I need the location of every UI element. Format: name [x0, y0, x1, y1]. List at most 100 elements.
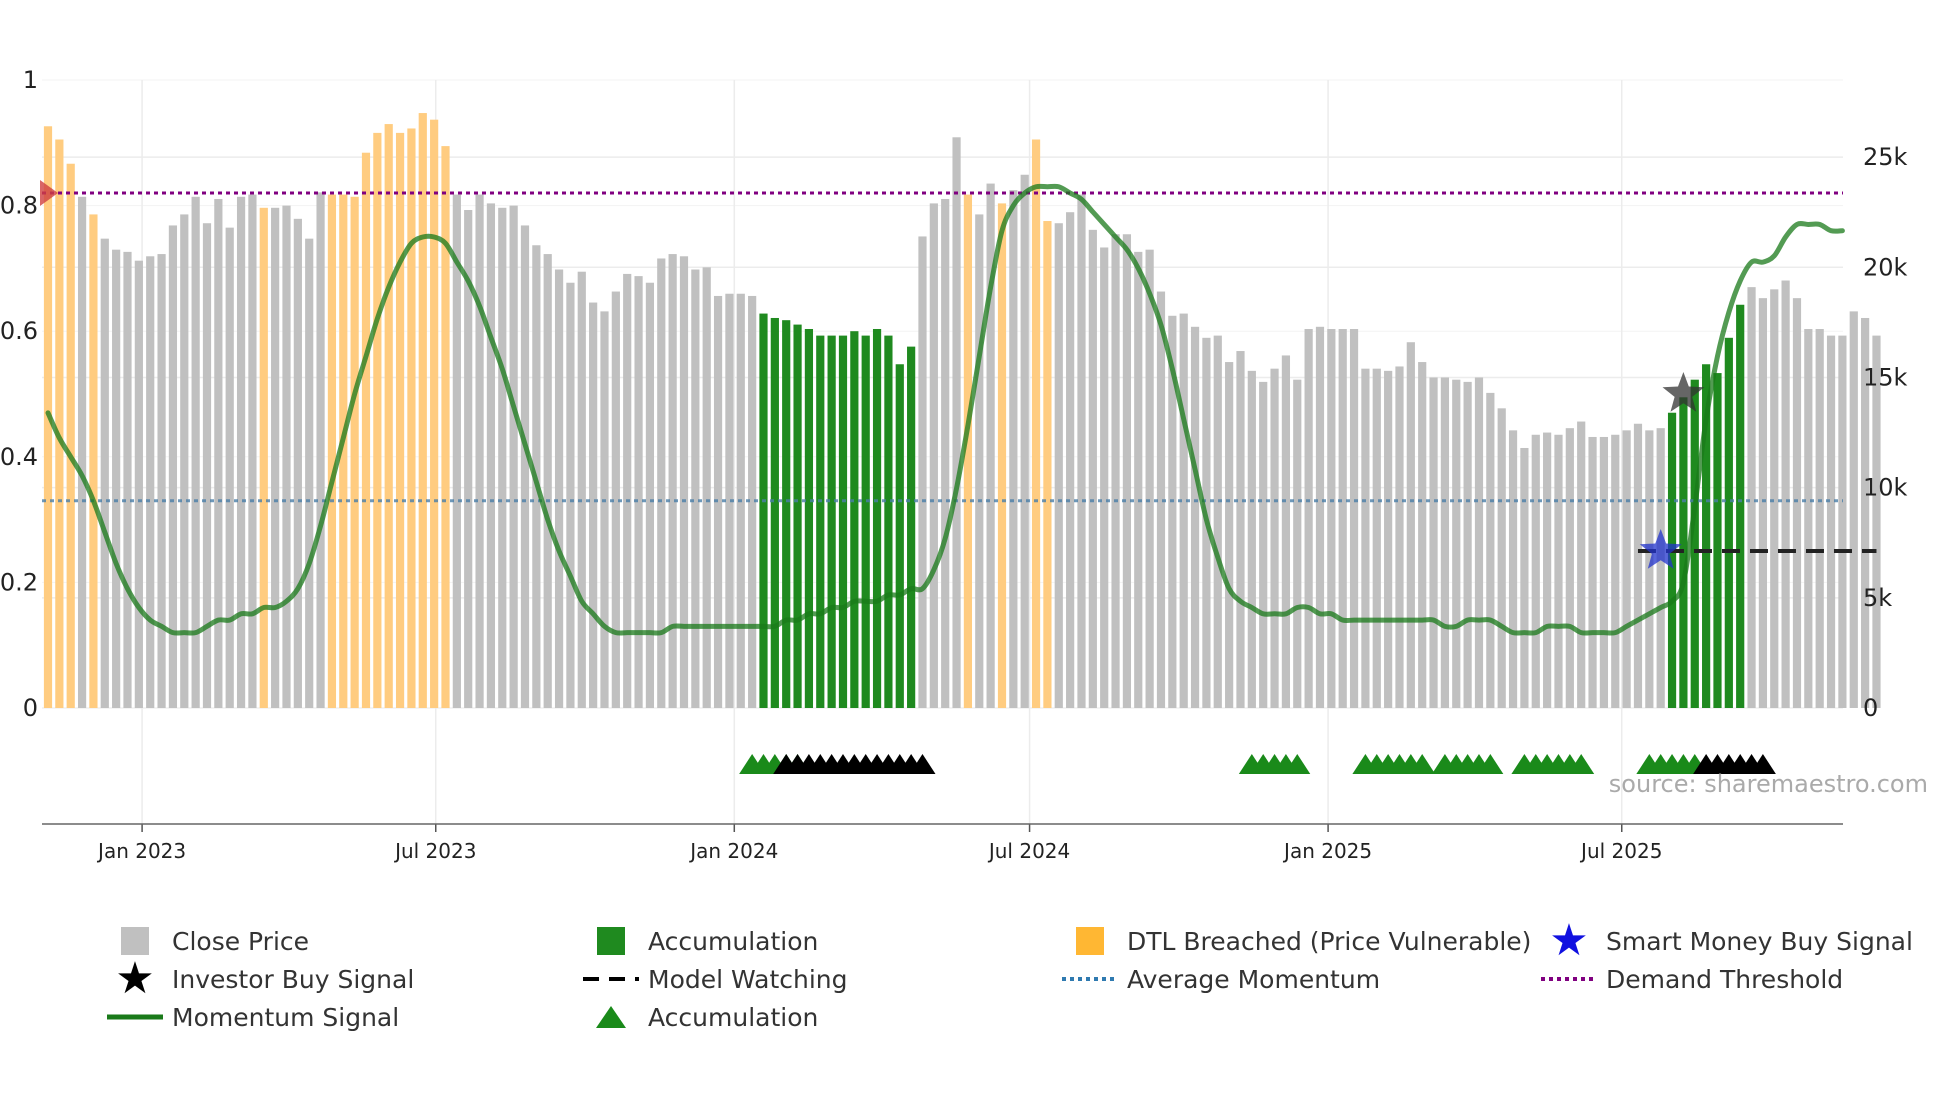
price-bar: [271, 207, 280, 708]
y-left-tick-label: 0.6: [0, 317, 38, 345]
price-bar: [884, 335, 893, 708]
price-bar: [1667, 412, 1677, 708]
price-bar: [1645, 430, 1654, 708]
accumulation-triangle: [1284, 754, 1311, 774]
price-bar: [918, 236, 927, 708]
price-bar: [475, 194, 484, 708]
price-bar: [1372, 368, 1381, 708]
price-bar: [1156, 291, 1166, 708]
price-bar: [827, 335, 836, 708]
price-bar: [543, 254, 552, 708]
y-left-tick-label: 0.4: [0, 443, 38, 471]
price-bar: [236, 196, 246, 709]
price-bar: [1009, 190, 1018, 709]
price-bar: [1440, 377, 1450, 708]
price-bar: [1611, 434, 1620, 708]
price-bar: [55, 139, 64, 708]
price-bar: [316, 192, 325, 708]
price-bar: [1872, 335, 1881, 708]
price-bar: [952, 137, 961, 708]
price-bar: [986, 183, 995, 708]
price-bar: [623, 273, 632, 708]
price-bar: [509, 205, 518, 708]
price-bar: [713, 295, 723, 708]
price-bar: [997, 203, 1007, 708]
price-bar: [327, 194, 337, 708]
price-bar: [1406, 342, 1415, 708]
reference-lines: [40, 180, 1877, 636]
price-bar: [1633, 423, 1643, 708]
price-bar: [929, 203, 938, 708]
price-bar: [645, 282, 655, 708]
price-bar: [804, 328, 814, 708]
price-bar: [725, 293, 734, 708]
price-bar: [1838, 335, 1847, 708]
x-tick-label: Jan 2025: [1282, 839, 1372, 863]
price-bar: [1656, 428, 1665, 708]
price-bar: [259, 207, 268, 708]
source-label: source: sharemaestro.com: [1609, 770, 1928, 798]
x-tick-label: Jan 2023: [96, 839, 186, 863]
price-bar: [1418, 362, 1427, 708]
price-bar: [702, 267, 711, 708]
price-bar: [248, 194, 257, 708]
y-right-tick-label: 25k: [1863, 143, 1908, 171]
price-bar: [305, 238, 314, 708]
price-bar: [963, 194, 973, 708]
price-bar: [168, 225, 178, 708]
price-bar: [157, 254, 166, 708]
price-bar: [657, 258, 666, 708]
price-bar: [1054, 223, 1063, 708]
price-bar: [1031, 139, 1041, 708]
accumulation-triangle: [1409, 754, 1436, 774]
price-bar: [1463, 381, 1472, 708]
price-bar: [1179, 313, 1188, 708]
y-right-tick-label: 5k: [1863, 584, 1892, 612]
price-bar: [770, 317, 779, 708]
price-bar: [1497, 408, 1506, 708]
momentum-signal-line: [45, 183, 1845, 636]
price-bar: [1474, 377, 1484, 708]
price-bar: [759, 313, 768, 708]
price-bar: [1020, 174, 1029, 709]
price-bar: [1486, 392, 1495, 708]
price-bar: [441, 146, 450, 708]
price-bar: [691, 269, 700, 708]
x-tick-label: Jul 2023: [393, 839, 476, 863]
investor-triangle: [909, 754, 936, 774]
price-bar: [1088, 229, 1097, 708]
price-bar: [1111, 234, 1120, 709]
price-bar: [146, 256, 155, 708]
price-bar: [180, 214, 189, 708]
y-left-tick-label: 0.2: [0, 568, 38, 596]
price-bar: [350, 196, 359, 709]
price-bar: [1327, 328, 1336, 708]
price-bar: [1361, 368, 1370, 708]
price-bar: [1213, 335, 1222, 708]
y-left-tick-label: 0.8: [0, 192, 38, 220]
price-bar: [191, 196, 200, 709]
price-bar: [1690, 379, 1699, 708]
close-price-bars: [43, 113, 1881, 709]
price-bar: [1349, 328, 1359, 708]
price-bar: [384, 124, 393, 708]
price-bar: [1815, 328, 1824, 708]
price-bar: [1736, 304, 1745, 708]
price-bar: [1145, 249, 1154, 709]
price-bar: [89, 214, 98, 708]
price-bar: [1122, 234, 1132, 709]
price-bar: [1429, 377, 1438, 708]
price-bar: [1531, 434, 1540, 708]
price-bar: [1452, 379, 1461, 708]
price-bar: [418, 113, 427, 709]
price-bar: [498, 207, 507, 708]
price-bar: [554, 269, 564, 708]
price-bar: [1804, 328, 1813, 708]
price-bar: [1792, 298, 1802, 708]
price-bar: [816, 335, 825, 708]
price-bar: [407, 128, 416, 709]
price-bar: [861, 335, 870, 708]
price-bar: [100, 238, 109, 708]
price-bar: [589, 302, 598, 708]
